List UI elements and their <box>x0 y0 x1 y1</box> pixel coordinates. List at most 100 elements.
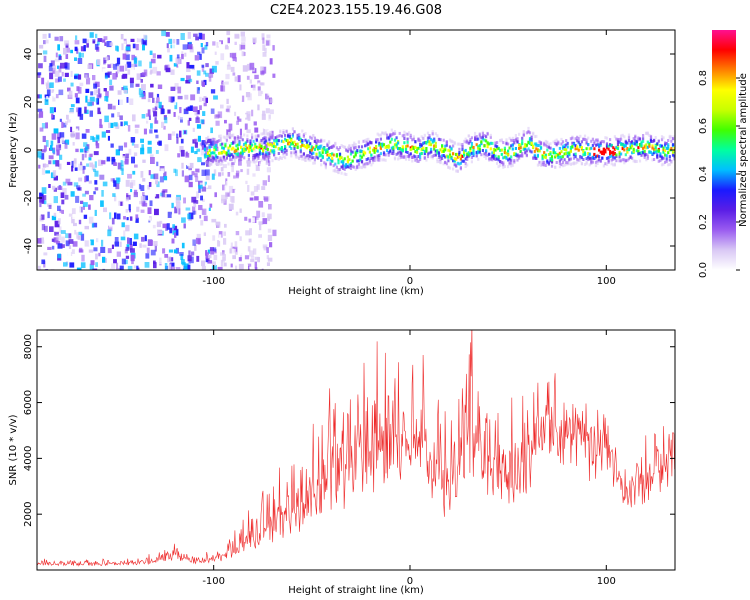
spectrogram-cell <box>503 146 506 150</box>
spectrogram-cell <box>470 142 473 145</box>
spectrogram-cell <box>483 138 486 142</box>
spectrogram-cell <box>456 152 459 156</box>
spectrogram-cell <box>337 161 340 165</box>
spectrogram-cell <box>430 155 433 159</box>
spectrogram-cell <box>104 96 108 102</box>
spectrogram-cell <box>313 161 316 165</box>
spectrogram-cell <box>205 141 208 145</box>
spectrogram-cell <box>269 58 273 65</box>
spectrogram-cell <box>660 157 664 161</box>
spectrogram-cell <box>554 165 557 169</box>
spectrogram-cell <box>57 111 63 118</box>
spectrogram-cell <box>158 101 162 108</box>
spectrogram-cell <box>204 146 209 150</box>
spectrogram-cell <box>161 209 166 217</box>
spectrogram-cell <box>239 128 242 136</box>
spectrogram-cell <box>445 154 448 158</box>
spectrogram-cell <box>61 199 65 205</box>
spectrogram-cell <box>210 141 213 145</box>
spectrogram-cell <box>50 172 55 179</box>
spectrogram-cell <box>557 156 560 160</box>
spectrogram-cell <box>662 156 665 160</box>
spectrogram-cell <box>434 132 437 136</box>
spectrogram-cell <box>236 152 239 156</box>
spectrogram-cell <box>168 96 173 103</box>
spectrogram-cell <box>362 165 365 169</box>
spectrogram-cell <box>246 111 251 117</box>
spectrogram-cell <box>419 155 422 159</box>
spectrogram-cell <box>70 131 75 138</box>
spectrogram-cell <box>132 43 136 49</box>
spectrogram-cell <box>469 140 472 144</box>
spectrogram-cell <box>217 240 221 247</box>
spectrogram-cell <box>620 137 623 141</box>
spectrogram-cell <box>599 150 602 154</box>
spectrogram-cell <box>262 244 268 249</box>
spectrogram-cell <box>299 148 302 152</box>
spectrogram-cell <box>250 256 255 263</box>
spectrogram-cell <box>593 157 596 160</box>
spectrogram-cell <box>119 65 125 72</box>
spectrogram-cell <box>211 65 217 73</box>
spectrogram-cell <box>141 144 144 151</box>
spectrogram-cell <box>444 155 447 159</box>
spectrogram-cell <box>296 136 299 140</box>
spectrogram-cell <box>74 75 78 79</box>
spectrogram-cell <box>373 150 376 154</box>
spectrogram-cell <box>266 155 269 159</box>
spectrogram-cell <box>175 267 181 270</box>
spectrogram-cell <box>150 58 156 64</box>
spectrogram-cell <box>256 190 261 196</box>
spectrogram-cell <box>138 60 142 67</box>
spectrogram-cell <box>150 249 156 256</box>
spectrogram-cell <box>231 52 237 59</box>
spectrogram-cell <box>85 74 88 79</box>
colorbar-label: Normalized spectral amplitude <box>738 73 749 227</box>
spectrogram-cell <box>246 139 249 143</box>
spectrogram-cell <box>613 162 616 166</box>
spectrogram-cell <box>181 170 184 177</box>
spectrogram-cell <box>456 161 459 165</box>
spectrogram-cell <box>560 142 563 146</box>
spectrogram-cell <box>136 73 142 80</box>
spectrogram-cell <box>469 138 472 142</box>
spectrogram-cell <box>543 160 546 164</box>
spectrogram-cell <box>379 137 382 141</box>
spectrogram-cell <box>475 154 478 158</box>
spectrogram-cell <box>360 166 364 170</box>
spectrogram-cell <box>134 128 139 134</box>
spectrogram-cell <box>318 151 321 155</box>
spectrogram-cell <box>223 262 227 267</box>
spectrogram-cell <box>354 143 357 147</box>
spectrogram-cell <box>346 155 349 159</box>
spectrogram-cell <box>667 143 670 147</box>
spectrogram-cell <box>95 33 98 39</box>
spectrogram-cell <box>171 131 176 136</box>
spectrogram-cell <box>313 139 316 143</box>
spectrogram-cell <box>530 150 533 154</box>
spectrogram-cell <box>291 141 294 145</box>
spectrogram-cell <box>670 135 673 139</box>
spectrogram-cell <box>80 233 85 241</box>
spectrogram-cell <box>197 135 201 142</box>
spectrogram-cell <box>125 197 129 202</box>
spectrogram-cell <box>342 161 345 165</box>
spectrogram-cell <box>522 147 525 151</box>
spectrogram-cell <box>184 94 189 100</box>
spectrogram-cell <box>143 195 148 201</box>
spectrogram-cell <box>181 242 185 249</box>
spectrogram-cell <box>219 234 222 241</box>
spectrogram-cell <box>414 158 417 162</box>
spectrogram-cell <box>310 145 313 149</box>
spectrogram-cell <box>326 150 329 153</box>
spectrogram-cell <box>92 268 98 270</box>
spectrogram-cell <box>565 148 568 152</box>
spectrogram-cell <box>497 156 500 160</box>
spectrogram-cell <box>604 149 607 153</box>
spectrogram-x-label: Height of straight line (km) <box>288 286 424 297</box>
spectrogram-cell <box>566 151 569 155</box>
spectrogram-cell <box>569 149 572 153</box>
spectrogram-cell <box>214 114 220 119</box>
spectrogram-cell <box>294 143 298 147</box>
spectrogram-cell <box>326 153 329 157</box>
